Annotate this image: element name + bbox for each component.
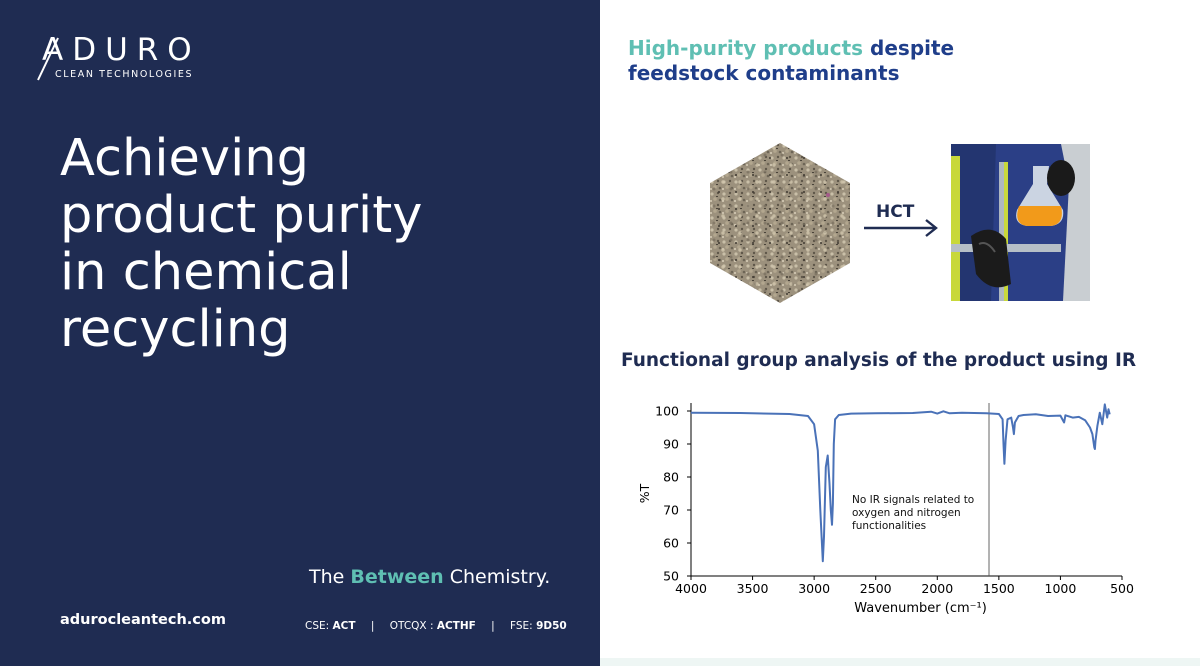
- ticker-separator: |: [370, 620, 375, 632]
- headline-line: product purity: [60, 186, 423, 245]
- right-title: High-purity products despite feedstock c…: [628, 36, 954, 86]
- stock-tickers: CSE: ACT | OTCQX : ACTHF | FSE: 9D50: [305, 620, 567, 632]
- left-panel: ADURO CLEAN TECHNOLOGIES Achieving produ…: [0, 0, 600, 666]
- y-tick-label: 50: [663, 569, 679, 584]
- website-link[interactable]: adurocleantech.com: [60, 612, 226, 628]
- ir-spectrum-chart: 50 60 70 80 90 100 4000 3500 3000 2500 2000 1500 100…: [637, 403, 1134, 616]
- ticker-symbol: ACTHF: [436, 620, 476, 632]
- bottom-strip: [600, 658, 1200, 666]
- headline: Achieving product purity in chemical rec…: [60, 130, 540, 358]
- y-tick-label: 80: [663, 470, 679, 485]
- y-axis-label: %T: [637, 483, 652, 503]
- x-tick-label: 3000: [798, 581, 830, 596]
- title-blue-line2: feedstock contaminants: [628, 61, 900, 85]
- ticker-separator: |: [491, 620, 495, 632]
- x-tick-label: 1000: [1045, 581, 1077, 596]
- tagline-post: Chemistry.: [443, 566, 551, 588]
- process-label: HCT: [876, 202, 915, 222]
- x-tick-label: 2000: [921, 581, 953, 596]
- ticker-exchange: OTCQX :: [389, 620, 434, 632]
- aduro-logo-mark-icon: [37, 37, 59, 81]
- chart-annotation: functionalities: [852, 520, 926, 532]
- ticker-exchange: CSE:: [305, 620, 330, 632]
- y-tick-label: 100: [655, 404, 679, 419]
- x-tick-label: 500: [1110, 581, 1134, 596]
- chart-annotation: No IR signals related to: [852, 494, 974, 506]
- headline-line: Achieving: [60, 129, 309, 188]
- feedstock-hexagon-image: [710, 143, 850, 303]
- x-tick-label: 1500: [983, 581, 1015, 596]
- y-tick-label: 90: [663, 437, 679, 452]
- x-tick-label: 2500: [860, 581, 892, 596]
- title-blue: despite: [863, 36, 955, 60]
- ticker-exchange: FSE:: [510, 620, 533, 632]
- title-teal: High-purity products: [628, 36, 864, 60]
- ir-spectrum-line: [690, 403, 1111, 563]
- headline-line: in chemical: [60, 243, 352, 302]
- tagline-accent: Between: [350, 566, 444, 588]
- ticker-symbol: 9D50: [536, 620, 567, 632]
- x-tick-label: 4000: [675, 581, 707, 596]
- tagline: The Between Chemistry.: [309, 566, 550, 588]
- x-axis-label: Wavenumber (cm⁻¹): [854, 601, 987, 616]
- logo-subtitle: CLEAN TECHNOLOGIES: [55, 69, 194, 80]
- y-tick-label: 70: [663, 503, 679, 518]
- tagline-pre: The: [309, 566, 351, 588]
- y-tick-label: 60: [663, 536, 679, 551]
- ir-chart-title: Functional group analysis of the product…: [621, 350, 1137, 371]
- chart-annotation: oxygen and nitrogen: [852, 507, 961, 519]
- logo-wordmark: ADURO: [42, 32, 201, 68]
- arrow-right-icon: [864, 219, 938, 237]
- product-flask-photo: [951, 144, 1090, 301]
- ticker-symbol: ACT: [332, 620, 356, 632]
- x-tick-label: 3500: [737, 581, 769, 596]
- headline-line: recycling: [60, 300, 291, 359]
